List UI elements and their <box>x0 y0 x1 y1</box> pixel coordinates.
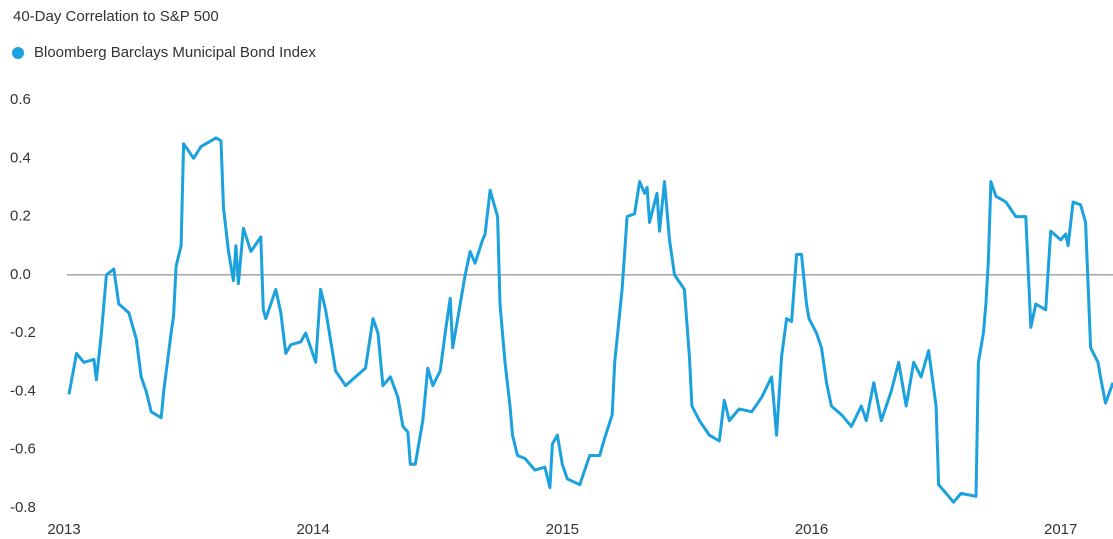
x-tick-label: 2017 <box>1044 521 1077 538</box>
x-tick-label: 2014 <box>296 521 329 538</box>
x-tick-label: 2015 <box>546 521 579 538</box>
y-tick-label: 0.0 <box>10 266 31 283</box>
chart-title: 40-Day Correlation to S&P 500 <box>13 8 219 25</box>
y-tick-label: 0.6 <box>10 91 31 108</box>
x-tick-label: 2016 <box>795 521 828 538</box>
legend-label: Bloomberg Barclays Municipal Bond Index <box>34 44 316 61</box>
legend-swatch <box>12 47 24 59</box>
x-tick-label: 2013 <box>47 521 80 538</box>
y-tick-label: 0.2 <box>10 208 31 225</box>
y-tick-label: -0.8 <box>10 499 36 516</box>
series-line <box>67 136 1113 504</box>
y-tick-label: -0.2 <box>10 324 36 341</box>
y-tick-label: -0.6 <box>10 441 36 458</box>
y-tick-label: -0.4 <box>10 382 36 399</box>
y-tick-label: 0.4 <box>10 149 31 166</box>
